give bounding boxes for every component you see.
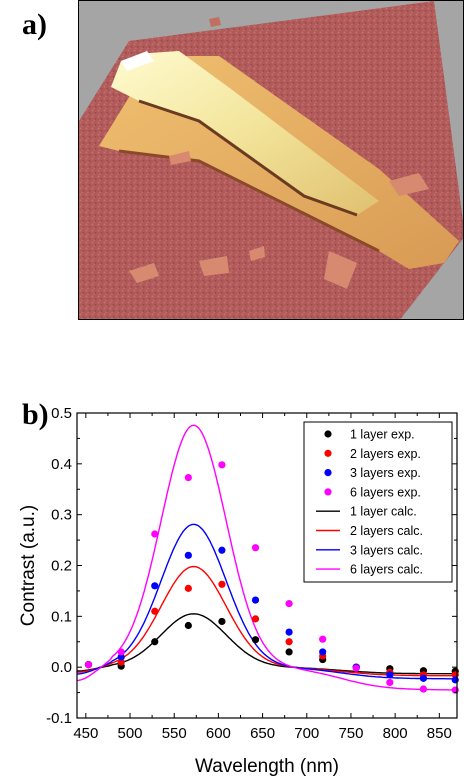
exp-point xyxy=(184,621,192,630)
calc-curve xyxy=(76,424,457,691)
y-tick-label: -0.1 xyxy=(46,710,72,727)
legend-label: 6 layers exp. xyxy=(350,485,421,499)
y-tick-label: 0.1 xyxy=(51,608,72,625)
x-axis-label: Wavelength (nm) xyxy=(195,756,339,777)
exp-point xyxy=(319,648,327,656)
x-tick-label: 750 xyxy=(338,725,363,742)
calc-curves xyxy=(76,424,457,691)
x-tick-label: 850 xyxy=(427,725,452,742)
y-tick-label: 0.5 xyxy=(51,405,72,422)
y-tick-label: 0.0 xyxy=(51,659,72,676)
panel-label-b: b) xyxy=(22,398,49,431)
legend-label: 1 layer calc. xyxy=(350,505,417,519)
exp-point xyxy=(84,661,93,669)
afm-topography-image xyxy=(79,1,463,319)
exp-point xyxy=(151,638,159,646)
x-tick-label: 800 xyxy=(383,725,408,742)
x-tick-label: 450 xyxy=(73,725,98,742)
exp-point xyxy=(419,674,428,682)
legend-label: 1 layer exp. xyxy=(350,428,415,442)
exp-point xyxy=(451,676,459,684)
calc-curve xyxy=(77,613,457,675)
x-tick-label: 550 xyxy=(162,725,187,742)
legend-label: 2 layers calc. xyxy=(350,524,423,538)
legend-marker xyxy=(324,488,332,496)
exp-point xyxy=(117,658,125,666)
legend-marker xyxy=(324,430,332,438)
calc-curve xyxy=(76,523,457,680)
x-tick-label: 500 xyxy=(118,725,143,742)
y-tick-label: 0.3 xyxy=(51,507,72,524)
exp-point xyxy=(285,628,293,636)
exp-point xyxy=(386,671,394,679)
exp-point xyxy=(117,653,125,661)
exp-point xyxy=(285,600,293,608)
legend-label: 3 layers exp. xyxy=(350,466,421,480)
y-tick-label: 0.4 xyxy=(51,456,72,473)
exp-point xyxy=(218,546,226,554)
axes: 450 500 550 600 650 700 750 800 850 -0.1 0.0 0.1 0.2… xyxy=(18,405,458,777)
legend-marker xyxy=(324,469,332,477)
legend-label: 3 layers calc. xyxy=(350,543,423,557)
legend-box xyxy=(303,421,453,583)
calc-curve xyxy=(76,565,457,677)
exp-point xyxy=(251,544,260,552)
exp-point xyxy=(251,636,260,644)
exp-point xyxy=(386,678,394,687)
exp-point xyxy=(117,648,125,656)
y-tick-label: 0.2 xyxy=(51,558,72,575)
exp-point xyxy=(352,664,360,672)
exp-point xyxy=(151,530,159,538)
exp-point xyxy=(184,584,192,592)
exp-point xyxy=(319,635,327,643)
exp-point xyxy=(218,580,226,588)
legend-label: 2 layers exp. xyxy=(350,447,421,461)
exp-point xyxy=(151,582,159,590)
exp-point xyxy=(285,638,293,646)
exp-point xyxy=(251,596,260,604)
exp-point xyxy=(184,473,192,482)
exp-point xyxy=(151,607,159,615)
exp-point xyxy=(184,551,192,559)
x-tick-label: 700 xyxy=(294,725,319,742)
exp-point xyxy=(251,615,260,623)
exp-point xyxy=(218,461,226,469)
exp-point xyxy=(285,648,293,656)
exp-point xyxy=(419,685,428,693)
legend-marker xyxy=(324,449,332,457)
exp-point xyxy=(218,617,226,626)
y-axis-label: Contrast (a.u.) xyxy=(18,505,39,626)
legend-label: 6 layers calc. xyxy=(350,563,423,577)
afm-image xyxy=(78,0,464,320)
panel-label-a: a) xyxy=(22,8,47,41)
legend: 1 layer exp. 2 layers exp. 3 layers exp. 6 … xyxy=(303,421,453,583)
x-tick-label: 600 xyxy=(206,725,231,742)
x-tick-label: 650 xyxy=(250,725,275,742)
